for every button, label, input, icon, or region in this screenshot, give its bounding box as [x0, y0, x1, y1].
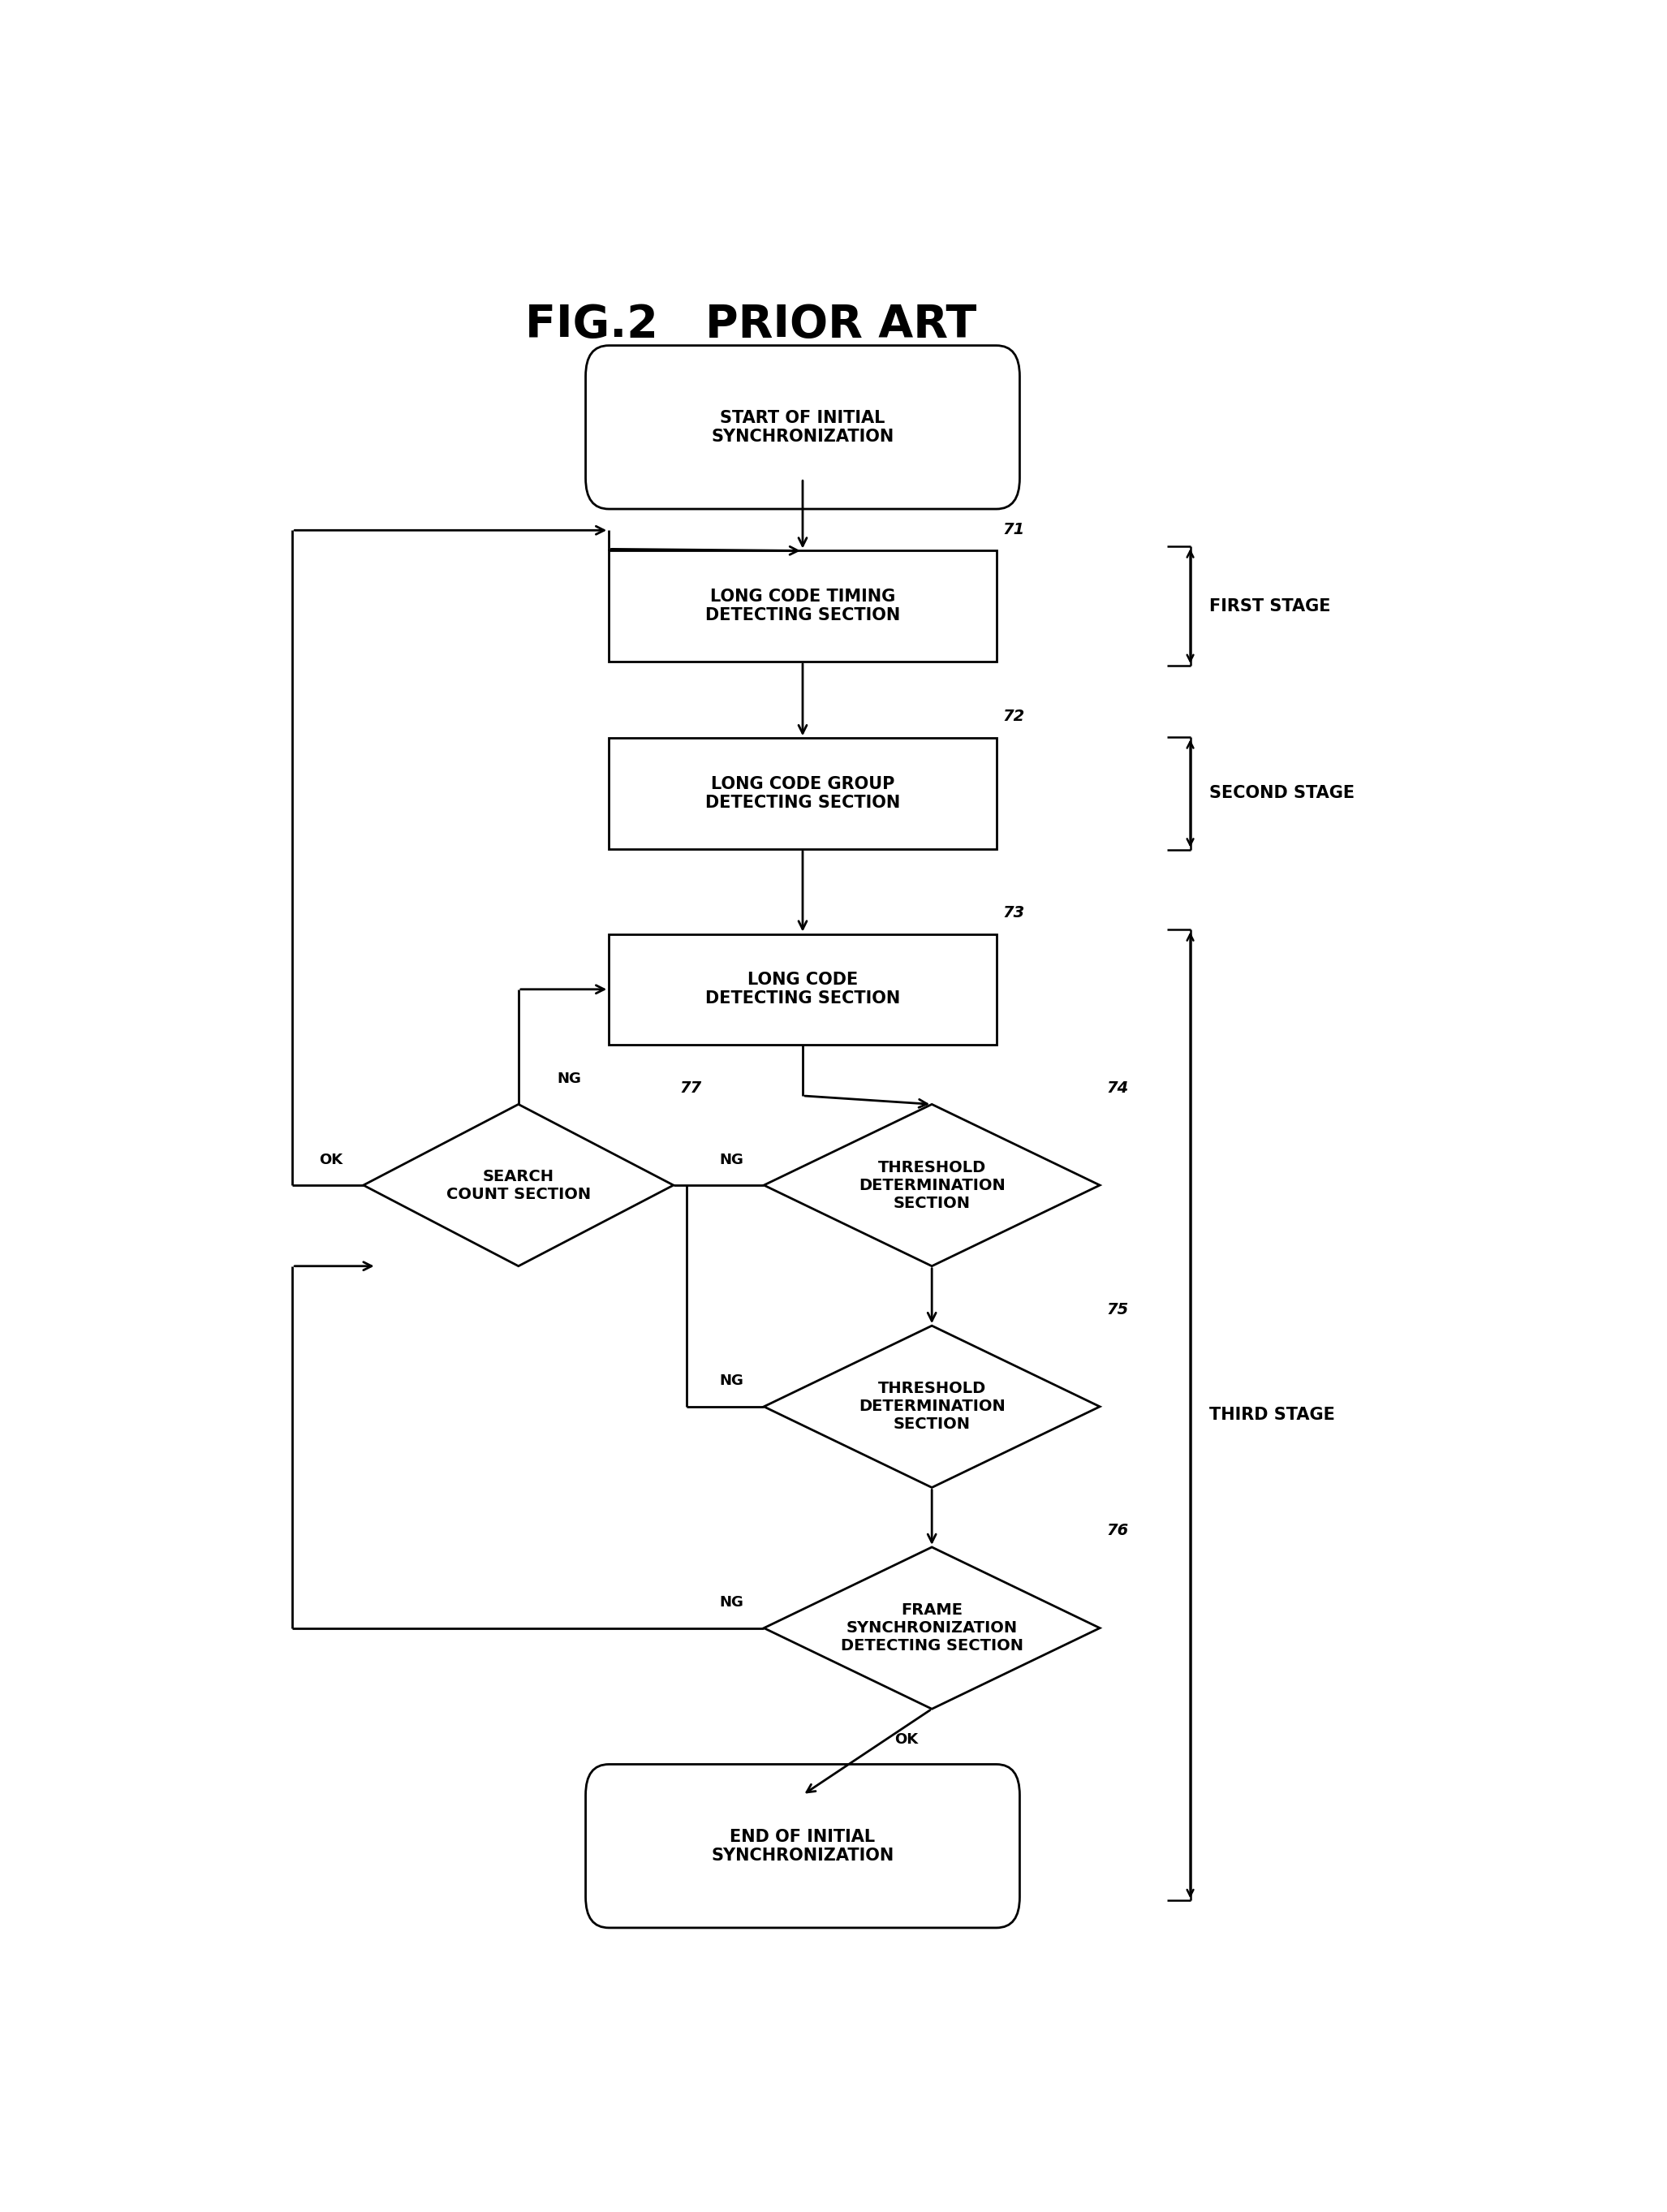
Text: 75: 75 [1107, 1303, 1129, 1316]
Text: NG: NG [720, 1374, 743, 1389]
Text: LONG CODE TIMING
DETECTING SECTION: LONG CODE TIMING DETECTING SECTION [705, 588, 900, 624]
Text: THRESHOLD
DETERMINATION
SECTION: THRESHOLD DETERMINATION SECTION [859, 1380, 1005, 1431]
Text: FIRST STAGE: FIRST STAGE [1210, 597, 1330, 615]
Polygon shape [763, 1104, 1100, 1265]
Bar [608, 933, 997, 1044]
Text: SEARCH
COUNT SECTION: SEARCH COUNT SECTION [447, 1168, 590, 1201]
Text: START OF INITIAL
SYNCHRONIZATION: START OF INITIAL SYNCHRONIZATION [712, 409, 894, 445]
Text: NG: NG [720, 1152, 743, 1168]
Polygon shape [363, 1104, 673, 1265]
Text: FRAME
SYNCHRONIZATION
DETECTING SECTION: FRAME SYNCHRONIZATION DETECTING SECTION [840, 1601, 1024, 1655]
Text: THRESHOLD
DETERMINATION
SECTION: THRESHOLD DETERMINATION SECTION [859, 1159, 1005, 1210]
Text: 76: 76 [1107, 1524, 1129, 1540]
Text: 71: 71 [1004, 522, 1025, 538]
Text: NG: NG [557, 1071, 582, 1086]
Text: SECOND STAGE: SECOND STAGE [1210, 785, 1355, 801]
Text: LONG CODE GROUP
DETECTING SECTION: LONG CODE GROUP DETECTING SECTION [705, 776, 900, 812]
Bar [608, 551, 997, 661]
Text: LONG CODE
DETECTING SECTION: LONG CODE DETECTING SECTION [705, 971, 900, 1006]
Text: 74: 74 [1107, 1079, 1129, 1095]
Text: OK: OK [320, 1152, 343, 1168]
FancyBboxPatch shape [585, 1765, 1020, 1929]
FancyBboxPatch shape [585, 345, 1020, 509]
Text: 72: 72 [1004, 710, 1025, 726]
Polygon shape [763, 1546, 1100, 1710]
Text: FIG.2   PRIOR ART: FIG.2 PRIOR ART [525, 303, 977, 347]
Text: NG: NG [720, 1595, 743, 1610]
Polygon shape [763, 1325, 1100, 1486]
Text: OK: OK [894, 1732, 919, 1747]
Text: 77: 77 [680, 1079, 702, 1095]
Text: 73: 73 [1004, 905, 1025, 920]
Text: THIRD STAGE: THIRD STAGE [1210, 1407, 1335, 1422]
Bar [608, 739, 997, 849]
Text: END OF INITIAL
SYNCHRONIZATION: END OF INITIAL SYNCHRONIZATION [712, 1829, 894, 1863]
